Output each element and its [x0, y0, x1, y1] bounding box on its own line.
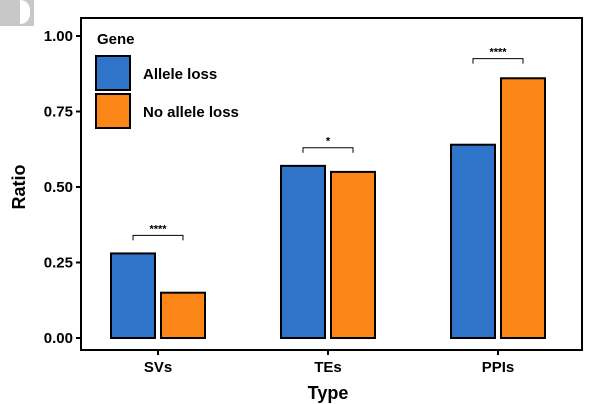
- legend-swatch-allele-loss: [95, 55, 131, 91]
- legend-swatch-no-allele-loss: [95, 93, 131, 129]
- y-tick-label: 0.50: [44, 179, 73, 196]
- significance-label-tes: *: [326, 136, 331, 148]
- bar-svs-no-allele-loss: [160, 291, 206, 340]
- significance-bracket-tes: [302, 147, 354, 153]
- x-axis-title: Type: [308, 383, 349, 403]
- bar-tes-allele-loss: [280, 164, 326, 339]
- y-tick-label: 0.25: [44, 255, 73, 272]
- y-axis-title: Ratio: [9, 164, 29, 209]
- significance-bracket-svs: [132, 234, 184, 241]
- y-tick-label: 0.00: [44, 330, 73, 347]
- legend-label-no-allele-loss: No allele loss: [143, 104, 239, 121]
- legend-label-allele-loss: Allele loss: [143, 66, 217, 83]
- bar-ppis-allele-loss: [450, 143, 496, 339]
- panel-border: [80, 17, 583, 351]
- legend-title: Gene: [97, 31, 135, 48]
- bar-ppis-no-allele-loss: [500, 77, 546, 339]
- x-tick-label-ppis: PPIs: [482, 359, 515, 376]
- bar-svs-allele-loss: [110, 252, 156, 339]
- x-tick-label-tes: TEs: [314, 359, 342, 376]
- significance-label-svs: ****: [149, 223, 167, 235]
- significance-label-ppis: ****: [489, 47, 507, 59]
- y-tick-label: 0.75: [44, 104, 73, 121]
- significance-bracket-ppis: [472, 58, 524, 64]
- legend: Gene Allele loss No allele loss: [95, 31, 239, 129]
- bar-tes-no-allele-loss: [330, 170, 376, 339]
- corner-tab: [0, 0, 34, 26]
- y-tick-label: 1.00: [44, 28, 73, 45]
- x-tick-label-svs: SVs: [144, 359, 172, 376]
